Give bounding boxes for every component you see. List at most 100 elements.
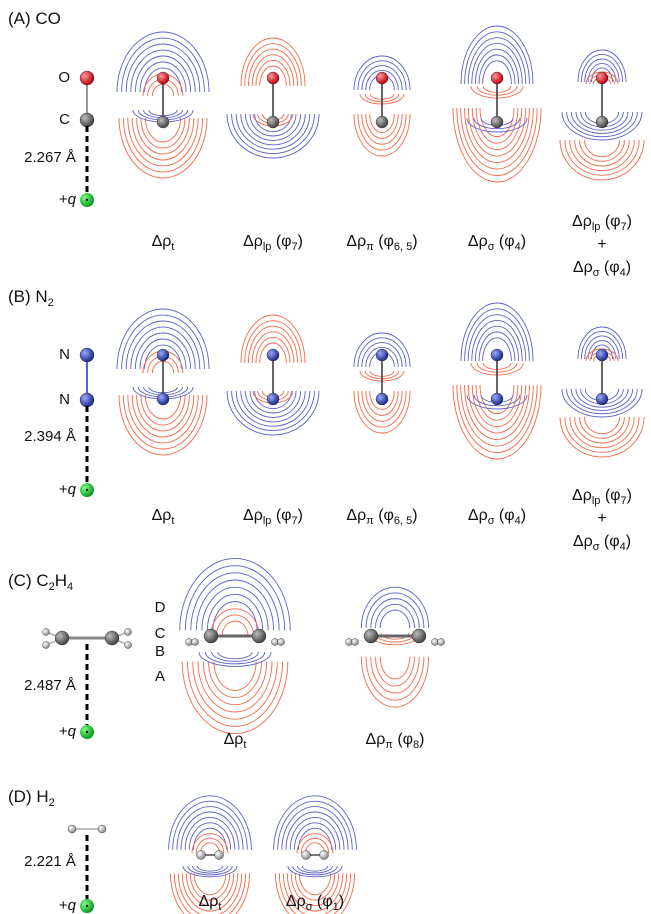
contour: [207, 594, 262, 630]
distance-label: 2.267 Å: [24, 149, 76, 166]
contour: [560, 417, 644, 457]
text-segment: (C) C: [8, 571, 49, 590]
atom: [412, 629, 426, 643]
atom: [267, 349, 279, 361]
atom: [320, 851, 329, 860]
text-segment: Δρ: [346, 233, 366, 250]
text-segment: Δρ: [572, 213, 592, 230]
charge-label: +q: [59, 897, 77, 914]
text-segment: (B) N: [8, 287, 48, 306]
text-segment: ): [521, 507, 526, 524]
charge-label: +q: [59, 481, 77, 498]
atom: [596, 72, 608, 84]
contour: [560, 140, 644, 180]
text-segment: Δρ: [152, 507, 172, 524]
text-segment: Δρ: [199, 893, 219, 910]
atom: [352, 639, 359, 646]
label: Δρπ (φ6, 5): [346, 233, 417, 253]
text-segment: (φ: [374, 233, 394, 250]
subscript: 6, 5: [394, 241, 412, 253]
subscript: 6, 5: [394, 515, 412, 527]
contour: [580, 417, 625, 438]
label: (A) CO: [8, 9, 61, 28]
atom: [376, 393, 388, 405]
label: (D) H2: [8, 787, 55, 808]
text-segment: Δρ: [468, 233, 488, 250]
text-segment: (φ: [271, 233, 291, 250]
subscript: lp: [592, 495, 601, 507]
atom: [491, 116, 503, 128]
text-segment: ): [298, 507, 303, 524]
point-charge-center: [86, 905, 88, 907]
text-segment: Δρ: [366, 731, 386, 748]
text-segment: +: [597, 236, 606, 253]
text-segment: ): [412, 507, 417, 524]
text-segment: Δρ: [346, 507, 366, 524]
text-segment: (φ: [312, 893, 332, 910]
label: Δρlp (φ7): [243, 233, 303, 253]
label: Δρt: [224, 731, 247, 751]
atom: [197, 851, 206, 860]
level-label: B: [155, 643, 165, 660]
contour: [380, 657, 410, 679]
contour: [218, 652, 252, 659]
charge-sign: +: [59, 723, 68, 740]
subscript: 4: [67, 581, 73, 593]
atom: [157, 393, 169, 405]
atom: [491, 349, 503, 361]
label: Δρlp (φ7): [243, 507, 303, 527]
charge-label: +q: [59, 191, 77, 208]
contour: [376, 604, 415, 628]
text-segment: ): [298, 233, 303, 250]
atom: [364, 629, 378, 643]
atom-label: N: [59, 346, 70, 363]
subscript: t: [171, 515, 174, 527]
label: Δρσ (φ4): [468, 507, 526, 527]
label: Δρπ (φ6, 5): [346, 507, 417, 527]
atom: [376, 116, 388, 128]
atom: [267, 72, 279, 84]
subscript: t: [171, 241, 174, 253]
point-charge-center: [86, 731, 88, 733]
text-segment: Δρ: [224, 731, 244, 748]
text-segment: H: [55, 571, 67, 590]
text-segment: ): [626, 259, 631, 276]
level-label: D: [155, 599, 166, 616]
text-segment: +: [597, 510, 606, 527]
charge-symbol: q: [68, 191, 77, 208]
contour: [213, 602, 257, 631]
contour: [222, 621, 248, 635]
atom: [215, 851, 224, 860]
charge-symbol: q: [68, 897, 77, 914]
distance-label: 2.394 Å: [24, 428, 76, 445]
text-segment: (φ: [494, 507, 514, 524]
contour: [371, 657, 419, 693]
subscript: lp: [592, 221, 601, 233]
contour: [371, 599, 419, 628]
text-segment: ): [521, 233, 526, 250]
atom: [55, 631, 69, 645]
text-segment: ): [626, 533, 631, 550]
label: Δρπ (φ8): [366, 731, 425, 751]
text-segment: (φ: [393, 731, 413, 748]
label: Δρσ (φ4): [573, 533, 631, 553]
contour: [211, 609, 259, 635]
label: Δρlp (φ7): [572, 487, 632, 507]
text-segment: (φ: [599, 259, 619, 276]
charge-label: +q: [59, 723, 77, 740]
label: Δρσ (φ4): [573, 259, 631, 279]
charge-symbol: q: [68, 481, 77, 498]
distance-label: 2.487 Å: [24, 677, 76, 694]
atom: [125, 642, 132, 649]
label: Δρσ (φ4): [468, 233, 526, 253]
atom: [278, 639, 285, 646]
charge-symbol: q: [68, 723, 77, 740]
label: +: [597, 236, 606, 253]
charge-sign: +: [59, 897, 68, 914]
atom: [376, 349, 388, 361]
atom: [192, 639, 199, 646]
atom-label: C: [59, 111, 70, 128]
contour: [203, 662, 266, 705]
label: Δρt: [199, 893, 222, 913]
text-segment: (φ: [599, 533, 619, 550]
